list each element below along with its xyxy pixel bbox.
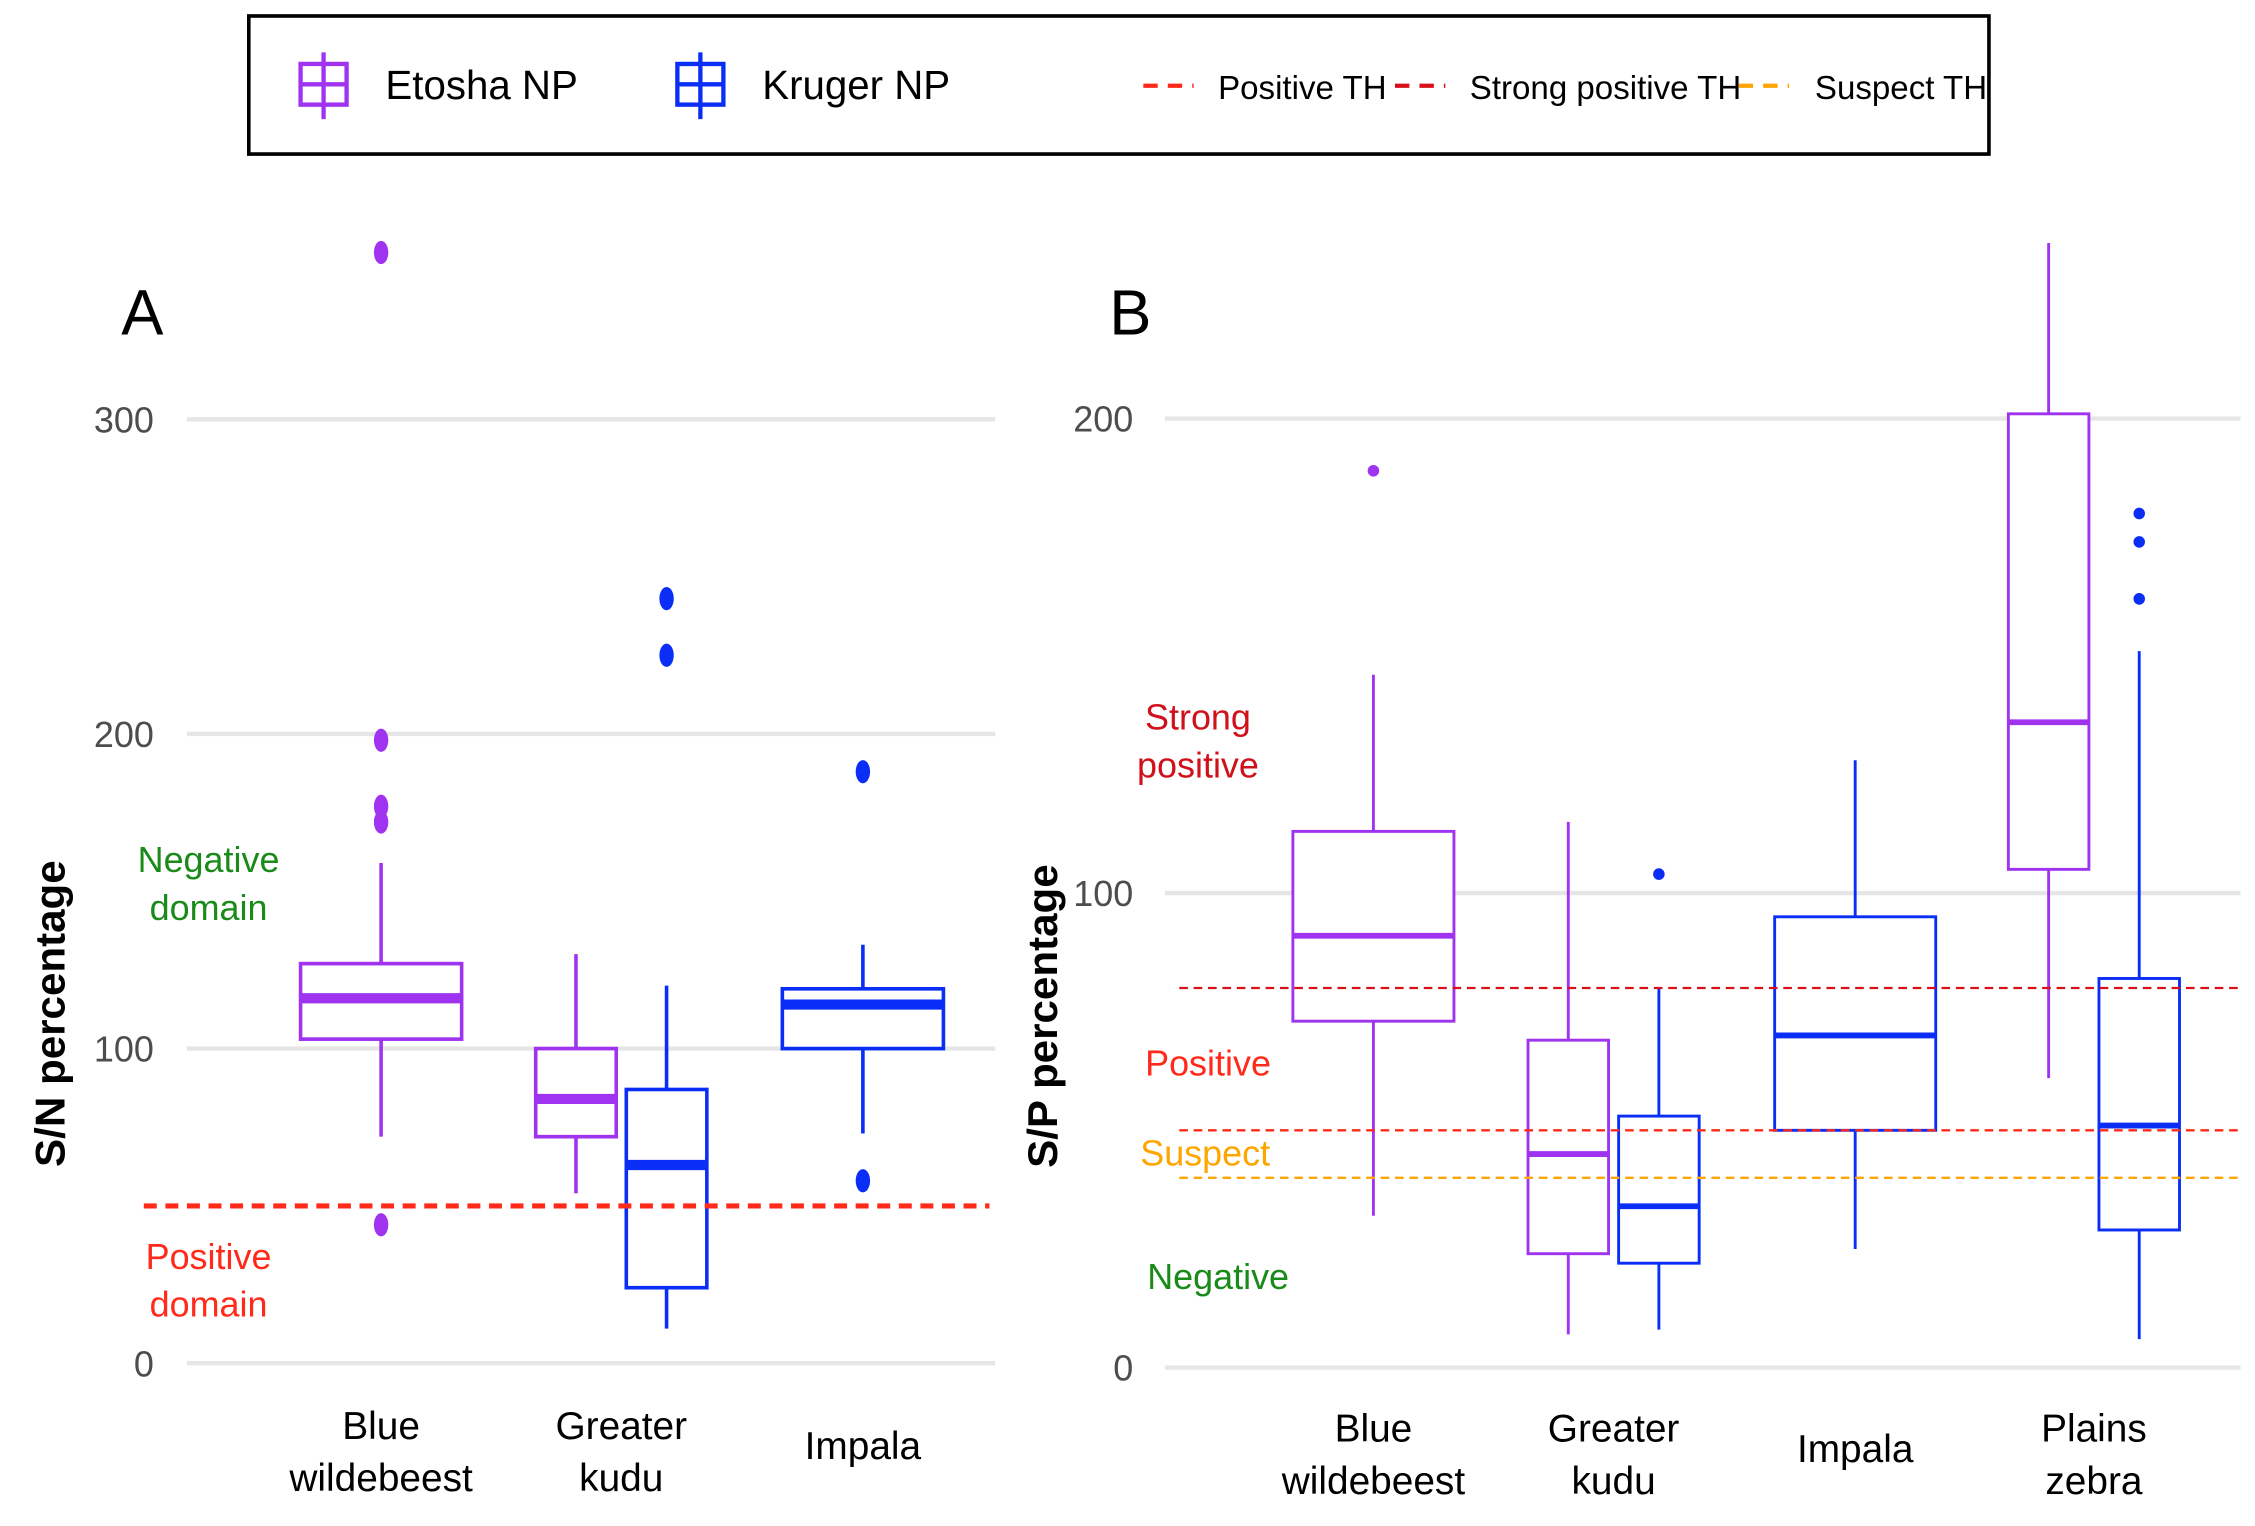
- x-tick-label-line: kudu: [579, 1457, 663, 1500]
- legend: Etosha NP Kruger NP Positive TH Strong p…: [247, 14, 1991, 156]
- legend-positive-th-label: Positive TH: [1218, 70, 1386, 107]
- x-tick-label-line: Greater: [1548, 1408, 1680, 1451]
- outlier-point: [855, 1169, 871, 1193]
- x-tick-label-line: Impala: [1797, 1428, 1914, 1471]
- outlier-point: [373, 810, 389, 834]
- outlier-point: [373, 240, 389, 265]
- legend-kruger-icon: [675, 52, 726, 120]
- y-axis-title: S/P percentage: [1019, 864, 1066, 1168]
- outlier-point: [2133, 536, 2145, 548]
- legend-kruger-label: Kruger NP: [762, 62, 950, 108]
- box-iqr: [2097, 977, 2181, 1232]
- box-iqr: [1291, 829, 1456, 1023]
- box-kruger: [2097, 507, 2181, 1340]
- x-tick-label: Impala: [805, 1425, 922, 1468]
- panel-a: 0 100 200 300 A S/N percentage Blue wildebeest G…: [27, 240, 996, 1501]
- y-tick-label: 100: [1073, 873, 1133, 914]
- box-kruger: [1773, 760, 1938, 1249]
- outlier-point: [659, 643, 674, 667]
- region-annotation-line: Negative: [138, 839, 280, 880]
- box-iqr: [1526, 1038, 1610, 1256]
- x-tick-label-line: kudu: [1572, 1460, 1656, 1503]
- y-tick-label: 200: [1073, 398, 1133, 439]
- panel-label: B: [1109, 277, 1151, 348]
- outlier-point: [855, 760, 871, 784]
- x-tick-label-line: Blue: [342, 1405, 420, 1448]
- box-kruger: [624, 587, 709, 1329]
- legend-frame: [247, 14, 1991, 156]
- box-iqr: [624, 1087, 709, 1290]
- region-annotation-line: Suspect: [1140, 1132, 1270, 1173]
- x-tick-label-line: Greater: [555, 1405, 687, 1448]
- x-tick-label: Blue wildebeest: [1281, 1408, 1466, 1504]
- outlier-point: [1367, 464, 1380, 477]
- region-annotation: Negative domain: [138, 839, 280, 928]
- region-annotation: Positive domain: [146, 1236, 272, 1325]
- x-tick-label-line: Blue: [1335, 1408, 1413, 1451]
- region-annotation: Suspect: [1140, 1132, 1270, 1173]
- y-tick-label: 0: [1113, 1347, 1133, 1388]
- region-annotation: Negative: [1147, 1256, 1289, 1297]
- legend-suspect-th-label: Suspect TH: [1815, 70, 1987, 107]
- y-tick-label: 100: [94, 1028, 154, 1069]
- box-iqr: [2006, 412, 2091, 871]
- region-annotation: Positive: [1145, 1042, 1271, 1083]
- box-kruger: [1617, 868, 1701, 1330]
- box-etosha: [533, 954, 619, 1194]
- y-tick-label: 0: [134, 1343, 154, 1384]
- outlier-point: [2133, 593, 2145, 605]
- legend-etosha-icon: [298, 52, 349, 120]
- region-annotation-line: Positive: [146, 1236, 272, 1277]
- outlier-point: [659, 587, 674, 611]
- x-tick-label: Blue wildebeest: [288, 1405, 473, 1501]
- y-tick-label: 300: [94, 399, 154, 440]
- legend-etosha-label: Etosha NP: [385, 62, 577, 108]
- x-tick-label: Plains zebra: [2041, 1408, 2147, 1504]
- box-iqr: [1773, 915, 1938, 1132]
- region-annotation-line: Positive: [1145, 1042, 1271, 1083]
- region-annotation-line: domain: [150, 1284, 268, 1325]
- outlier-point: [2133, 507, 2145, 520]
- x-tick-label-line: wildebeest: [1281, 1460, 1466, 1503]
- x-tick-label-line: Plains: [2041, 1408, 2147, 1451]
- box-iqr: [533, 1046, 619, 1139]
- x-tick-label: Impala: [1797, 1428, 1914, 1471]
- region-annotation-line: domain: [150, 887, 268, 928]
- outlier-point: [373, 1213, 389, 1237]
- box-iqr: [1617, 1114, 1701, 1265]
- y-tick-label: 200: [94, 714, 154, 755]
- box-etosha: [1526, 821, 1610, 1335]
- box-etosha: [1291, 464, 1456, 1216]
- y-axis-title: S/N percentage: [27, 860, 74, 1167]
- box-kruger: [780, 760, 946, 1193]
- box-iqr: [780, 986, 946, 1051]
- region-annotation: Strong positive: [1137, 696, 1259, 785]
- x-tick-label-line: wildebeest: [288, 1457, 473, 1500]
- x-tick-label-line: Impala: [805, 1425, 922, 1468]
- x-tick-label-line: zebra: [2045, 1460, 2142, 1503]
- region-annotation-line: positive: [1137, 744, 1259, 785]
- region-annotation-line: Strong: [1145, 696, 1251, 737]
- region-annotation-line: Negative: [1147, 1256, 1289, 1297]
- x-tick-label: Greater kudu: [1548, 1408, 1680, 1504]
- panel-b: 0 100 200 B S/P percentage Blue wildebeest Grea…: [1019, 242, 2241, 1504]
- box-etosha: [298, 240, 464, 1237]
- legend-strong-th-label: Strong positive TH: [1470, 70, 1741, 107]
- outlier-point: [373, 728, 389, 752]
- x-tick-label: Greater kudu: [555, 1405, 687, 1501]
- box-etosha: [2006, 242, 2091, 1079]
- outlier-point: [1653, 868, 1665, 880]
- panel-label: A: [121, 277, 164, 348]
